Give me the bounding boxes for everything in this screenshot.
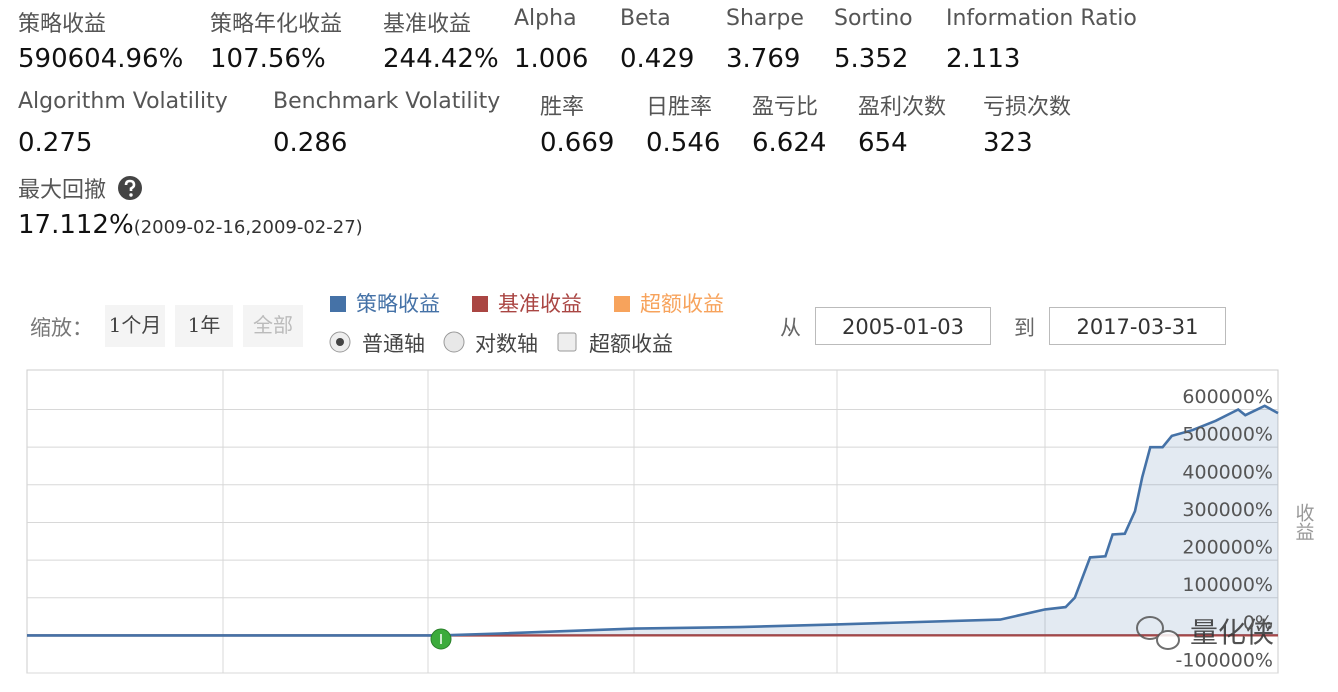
- metric-label: 胜率: [540, 95, 585, 120]
- zoom-button[interactable]: 全部: [243, 305, 303, 347]
- from-date-input[interactable]: 2005-01-03: [815, 307, 991, 345]
- metric-label: Information Ratio: [946, 6, 1137, 31]
- to-date-input[interactable]: 2017-03-31: [1049, 307, 1226, 345]
- date-range: (2009-02-16,2009-02-27): [133, 217, 363, 238]
- metric-value: 0.669: [540, 128, 615, 158]
- legend-label: 基准收益: [498, 292, 582, 316]
- plot-area: [26, 369, 1279, 674]
- checkbox-label[interactable]: 超额收益: [589, 332, 673, 356]
- metric-label: 日胜率: [646, 95, 713, 120]
- metric-label: Beta: [620, 6, 671, 31]
- series-line: [27, 404, 1279, 637]
- watermark-text: 量化侠: [1190, 616, 1274, 649]
- metric-value: 5.352: [834, 44, 909, 74]
- metric-value: 654: [858, 128, 908, 158]
- y-tick-label: 0%: [1243, 612, 1273, 634]
- metric-label: Alpha: [514, 6, 577, 31]
- y-tick-label: 100000%: [1182, 574, 1273, 596]
- y-tick-label: -100000%: [1176, 650, 1273, 672]
- from-label: 从: [780, 316, 801, 340]
- metric-label: 基准收益: [383, 12, 472, 37]
- value-text: 17.112%: [18, 210, 134, 240]
- y-tick-label: 500000%: [1182, 424, 1273, 446]
- max-drawdown-value: 17.112%(2009-02-16,2009-02-27): [18, 210, 363, 240]
- zoom-label: 缩放：: [30, 316, 93, 340]
- metric-label: 盈利次数: [858, 95, 947, 120]
- legend-swatch: [614, 296, 630, 312]
- y-tick-label: 400000%: [1182, 461, 1273, 483]
- radio-button[interactable]: [329, 331, 351, 353]
- metric-label: 策略收益: [18, 12, 107, 37]
- flag-marker: [430, 628, 452, 650]
- help-icon[interactable]: [117, 175, 143, 201]
- metric-label: 盈亏比: [752, 95, 819, 120]
- watermark: 量化侠: [1136, 616, 1274, 650]
- area-fill: [27, 405, 1278, 636]
- max-drawdown-label: 最大回撤: [18, 172, 143, 204]
- metric-value: 323: [983, 128, 1033, 158]
- metric-value: 2.113: [946, 44, 1021, 74]
- metric-label: 亏损次数: [983, 95, 1072, 120]
- radio-button[interactable]: [443, 331, 465, 353]
- radio-label[interactable]: 对数轴: [475, 332, 538, 356]
- metric-value: 0.275: [18, 128, 93, 158]
- metric-label: Algorithm Volatility: [18, 89, 228, 114]
- watermark-icon: [1156, 630, 1180, 650]
- y-tick-label: 300000%: [1182, 499, 1273, 521]
- metric-value: 590604.96%: [18, 44, 184, 74]
- y-axis-label: 收益: [1293, 503, 1315, 541]
- metric-value: 107.56%: [210, 44, 326, 74]
- legend-label: 策略收益: [356, 292, 440, 316]
- legend-swatch: [330, 296, 346, 312]
- metric-value: 6.624: [752, 128, 827, 158]
- vertical-grid: [222, 370, 1046, 673]
- metric-value: 3.769: [726, 44, 801, 74]
- metric-label: 策略年化收益: [210, 12, 343, 37]
- metric-value: 1.006: [514, 44, 589, 74]
- y-tick-label: 600000%: [1182, 386, 1273, 408]
- metric-value: 0.429: [620, 44, 695, 74]
- metric-label: Benchmark Volatility: [273, 89, 501, 114]
- radio-dot: [336, 338, 344, 346]
- label-text: 最大回撤: [18, 178, 107, 203]
- checkbox[interactable]: [557, 332, 577, 352]
- legend-label: 超额收益: [640, 292, 724, 316]
- zoom-button[interactable]: 1年: [175, 305, 233, 347]
- watermark-icon: [1136, 616, 1164, 640]
- metric-value: 0.286: [273, 128, 348, 158]
- to-label: 到: [1014, 316, 1035, 340]
- legend-swatch: [472, 296, 488, 312]
- zoom-button[interactable]: 1个月: [105, 305, 165, 347]
- metric-label: Sortino: [834, 6, 913, 31]
- metric-value: 0.546: [646, 128, 721, 158]
- marks: [27, 404, 1279, 674]
- radio-label[interactable]: 普通轴: [362, 332, 425, 356]
- y-tick-label: 200000%: [1182, 537, 1273, 559]
- metric-value: 244.42%: [383, 44, 499, 74]
- metric-label: Sharpe: [726, 6, 804, 31]
